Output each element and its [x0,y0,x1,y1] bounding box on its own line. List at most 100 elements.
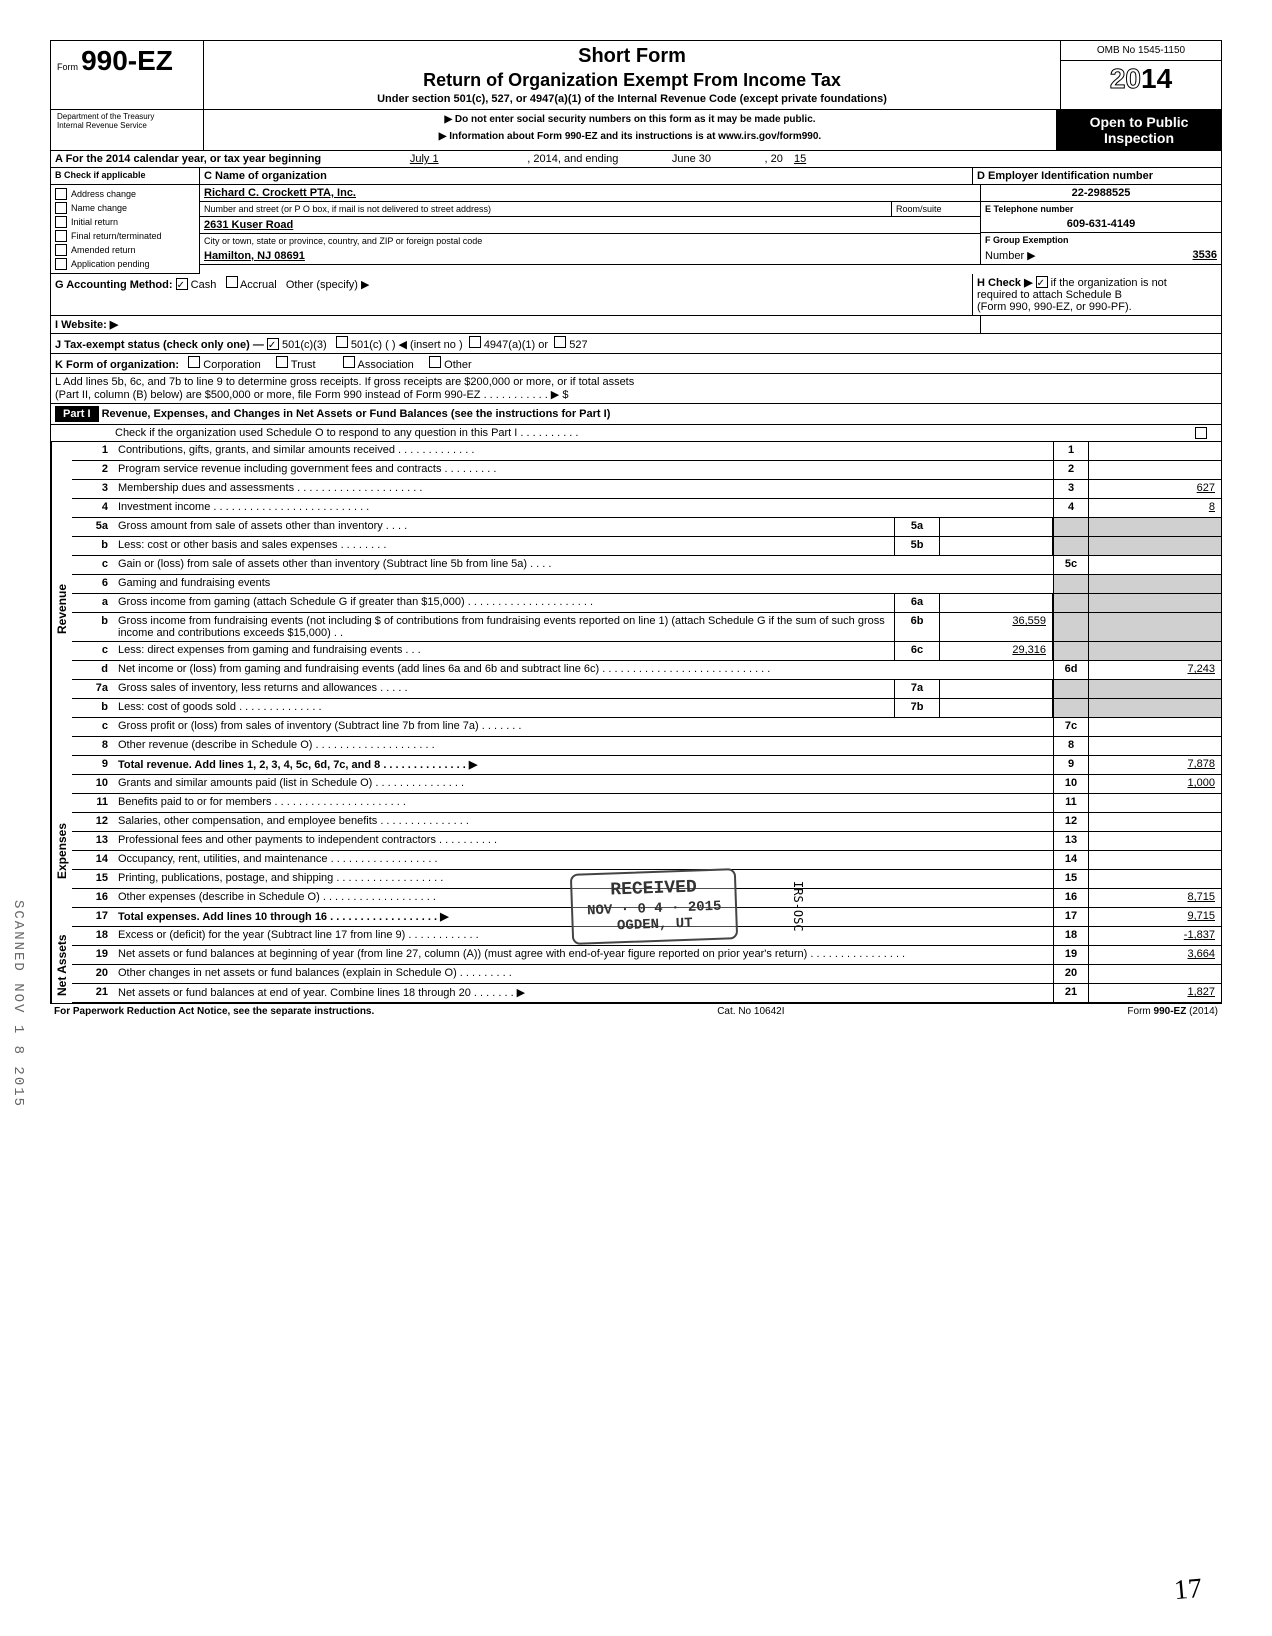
line-num-6b: b [72,613,114,641]
line-subbox-6b: 6b [894,613,940,641]
line-6c: cLess: direct expenses from gaming and f… [72,642,1221,661]
j-501c: 501(c) ( [351,339,389,351]
dept-box: Department of the Treasury Internal Reve… [51,110,204,150]
line-val-2 [1089,461,1221,479]
checkbox-name-change[interactable] [55,202,67,214]
j-527: 527 [569,339,587,351]
line-num-3: 3 [72,480,114,498]
return-title: Return of Organization Exempt From Incom… [214,70,1050,91]
line-ref-1: 1 [1053,442,1089,460]
line-subval-5b [940,537,1053,555]
phone: 609-631-4149 [981,216,1221,233]
line-desc-5b: Less: cost or other basis and sales expe… [114,537,894,555]
line-ref-shaded-5a [1053,518,1089,536]
line-desc-6: Gaming and fundraising events [114,575,1053,593]
line-val-3: 627 [1089,480,1221,498]
line-val-20 [1089,965,1221,983]
line-ref-14: 14 [1053,851,1089,869]
line-desc-10: Grants and similar amounts paid (list in… [114,775,1053,793]
line-ref-15: 15 [1053,870,1089,888]
b-amended-return: Amended return [71,245,136,255]
line-desc-14: Occupancy, rent, utilities, and maintena… [114,851,1053,869]
line-ref-shaded-6a [1053,594,1089,612]
g-other: Other (specify) ▶ [286,279,370,291]
line-num-19: 19 [72,946,114,964]
line-19: 19Net assets or fund balances at beginni… [72,946,1221,965]
checkbox-trust[interactable] [276,356,288,368]
open-public-1: Open to Public [1059,114,1219,130]
line-desc-7a: Gross sales of inventory, less returns a… [114,680,894,698]
b-initial-return: Initial return [71,217,118,227]
line-subval-7a [940,680,1053,698]
line-14: 14Occupancy, rent, utilities, and mainte… [72,851,1221,870]
checkbox-initial-return[interactable] [55,216,67,228]
line-ref-21: 21 [1053,984,1089,1002]
checkbox-h[interactable] [1036,276,1048,288]
k-corp: Corporation [203,359,260,371]
line-desc-11: Benefits paid to or for members . . . . … [114,794,1053,812]
checkbox-amended-return[interactable] [55,244,67,256]
city: Hamilton, NJ 08691 [204,250,305,262]
line-num-6d: d [72,661,114,679]
line-subval-7b [940,699,1053,717]
expenses-vertical-label: Expenses [51,775,72,927]
checkbox-corp[interactable] [188,356,200,368]
line-val-7c [1089,718,1221,736]
line-ref-3: 3 [1053,480,1089,498]
b-application-pending: Application pending [71,259,150,269]
checkbox-final-return[interactable] [55,230,67,242]
line-val-shaded-7b [1089,699,1221,717]
checkbox-501c[interactable] [336,336,348,348]
line-val-18: -1,837 [1089,927,1221,945]
line-5c: cGain or (loss) from sale of assets othe… [72,556,1221,575]
line-7b: bLess: cost of goods sold . . . . . . . … [72,699,1221,718]
line-desc-19: Net assets or fund balances at beginning… [114,946,1053,964]
line-12: 12Salaries, other compensation, and empl… [72,813,1221,832]
line-desc-5a: Gross amount from sale of assets other t… [114,518,894,536]
checkbox-address-change[interactable] [55,188,67,200]
tax-mid: , 2014, and ending [527,153,618,165]
scanned-sidestamp: SCANNED NOV 1 8 2015 [10,900,26,1108]
line-desc-9: Total revenue. Add lines 1, 2, 3, 4, 5c,… [114,756,1053,774]
line-ref-4: 4 [1053,499,1089,517]
under-section: Under section 501(c), 527, or 4947(a)(1)… [214,93,1050,105]
part1-label: Part I [55,406,99,422]
line-num-13: 13 [72,832,114,850]
j-501c3: 501(c)(3) [282,339,327,351]
title-box: Short Form Return of Organization Exempt… [204,41,1061,109]
line-val-21: 1,827 [1089,984,1221,1002]
line-desc-7b: Less: cost of goods sold . . . . . . . .… [114,699,894,717]
ein: 22-2988525 [981,185,1221,202]
l-text: L Add lines 5b, 6c, and 7b to line 9 to … [55,376,1217,388]
line-num-7c: c [72,718,114,736]
h-text: if the organization is not [1051,277,1167,289]
checkbox-part1-schedo[interactable] [1195,427,1207,439]
checkbox-cash[interactable] [176,278,188,290]
checkbox-other[interactable] [429,356,441,368]
open-public-2: Inspection [1059,130,1219,146]
e-label: E Telephone number [981,202,1221,216]
line-num-5c: c [72,556,114,574]
checkbox-accrual[interactable] [226,276,238,288]
no-ssn: ▶ Do not enter social security numbers o… [208,114,1052,125]
b-label: B Check if applicable [55,170,195,180]
checkbox-527[interactable] [554,336,566,348]
l-text2: (Part II, column (B) below) are $500,000… [55,388,1217,401]
line-ref-12: 12 [1053,813,1089,831]
city-label: City or town, state or province, country… [200,234,981,248]
line-val-12 [1089,813,1221,831]
line-val-9: 7,878 [1089,756,1221,774]
line-ref-16: 16 [1053,889,1089,907]
checkbox-application-pending[interactable] [55,258,67,270]
line-val-16: 8,715 [1089,889,1221,907]
line-desc-5c: Gain or (loss) from sale of assets other… [114,556,1053,574]
line-desc-20: Other changes in net assets or fund bala… [114,965,1053,983]
checkbox-4947[interactable] [469,336,481,348]
checkbox-assoc[interactable] [343,356,355,368]
line-11: 11Benefits paid to or for members . . . … [72,794,1221,813]
f-label: F Group Exemption [981,233,1221,247]
tax-begin: July 1 [324,153,524,165]
line-desc-21: Net assets or fund balances at end of ye… [114,984,1053,1002]
checkbox-501c3[interactable] [267,338,279,350]
revenue-vertical-label: Revenue [51,442,72,775]
